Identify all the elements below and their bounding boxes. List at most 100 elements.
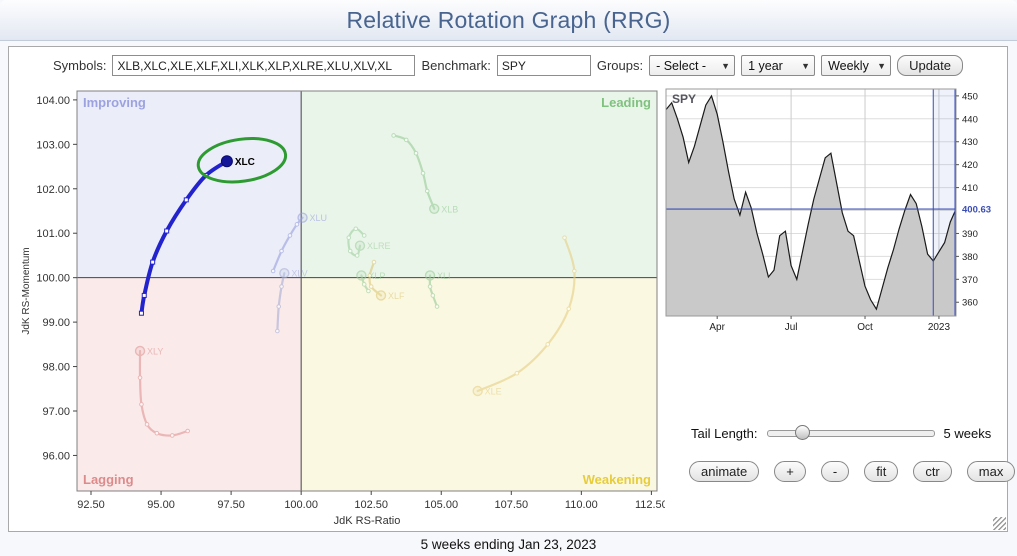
svg-text:97.50: 97.50 — [217, 499, 245, 511]
svg-text:XLRE: XLRE — [367, 241, 391, 251]
svg-text:96.00: 96.00 — [42, 450, 70, 462]
chart-action-buttons: animate + - fit ctr max — [689, 461, 1016, 482]
svg-text:97.00: 97.00 — [42, 406, 70, 418]
svg-text:100.00: 100.00 — [36, 273, 70, 285]
zoom-out-button[interactable]: - — [820, 461, 850, 482]
svg-text:410: 410 — [962, 183, 978, 194]
maximize-button[interactable]: max — [966, 461, 1016, 482]
rrg-tail-XLE[interactable]: XLE — [472, 235, 577, 397]
rrg-chart[interactable]: Improving Leading Lagging Weakening XLU XLV XL… — [15, 81, 665, 529]
svg-text:XLU: XLU — [310, 213, 328, 223]
animate-button[interactable]: animate — [689, 461, 760, 482]
svg-text:101.00: 101.00 — [36, 228, 70, 240]
tail-length-control: Tail Length: 5 weeks — [691, 425, 1003, 441]
svg-text:390: 390 — [962, 229, 978, 240]
period-select-value: 1 year — [748, 58, 783, 73]
symbols-label: Symbols: — [52, 58, 107, 73]
resize-handle[interactable] — [993, 517, 1006, 530]
svg-text:Weakening: Weakening — [583, 472, 651, 487]
svg-text:XLP: XLP — [368, 271, 385, 281]
zoom-in-button[interactable]: + — [774, 461, 806, 482]
last-price-label: 400.63 — [962, 205, 991, 216]
svg-text:Lagging: Lagging — [83, 472, 134, 487]
rrg-tail-XLP[interactable]: XLP — [356, 270, 386, 294]
svg-text:110.00: 110.00 — [565, 499, 598, 511]
rrg-tail-XLV[interactable]: XLV — [275, 268, 308, 334]
benchmark-input[interactable] — [496, 55, 591, 76]
spy-benchmark-chart: 450 440 430 420 410 390 380 370 360 400.63 Apr Jul O… — [665, 88, 991, 333]
svg-text:Oct: Oct — [857, 322, 873, 333]
svg-text:XLC: XLC — [235, 157, 255, 168]
svg-text:105.00: 105.00 — [424, 499, 458, 511]
rrg-tail-XLU[interactable]: XLU — [270, 212, 328, 274]
x-axis: 92.50 95.00 97.50 100.00 102.50 105.00 107.50 1… — [77, 491, 665, 511]
chevron-down-icon: ▼ — [801, 60, 811, 71]
tail-length-slider[interactable] — [766, 425, 935, 441]
svg-text:XLV: XLV — [291, 269, 307, 279]
svg-text:440: 440 — [962, 114, 978, 125]
x-axis-label: JdK RS-Ratio — [334, 515, 401, 527]
right-axis: 450 440 430 420 410 390 380 370 360 — [956, 91, 978, 309]
page-title: Relative Rotation Graph (RRG) — [346, 6, 671, 33]
spy-title: SPY — [672, 92, 696, 106]
bottom-axis: Apr Jul Oct 2023 — [709, 316, 951, 333]
period-select[interactable]: 1 year ▼ — [741, 55, 816, 76]
slider-thumb[interactable] — [794, 425, 810, 440]
rrg-tail-XLF[interactable]: XLF — [367, 259, 405, 301]
svg-text:450: 450 — [962, 91, 978, 102]
svg-text:98.00: 98.00 — [42, 362, 70, 374]
rrg-tail-XLI[interactable]: XLI — [424, 270, 451, 309]
highlight-ellipse — [196, 137, 288, 184]
svg-text:Jul: Jul — [785, 322, 798, 333]
y-axis: 96.00 97.00 98.00 99.00 100.00 101.00 102.00 10… — [36, 95, 77, 462]
svg-text:Apr: Apr — [709, 322, 725, 333]
svg-text:112.50: 112.50 — [635, 499, 665, 511]
svg-text:102.00: 102.00 — [36, 184, 70, 196]
quadrant-labels: Improving Leading Lagging Weakening — [83, 95, 651, 487]
svg-text:2023: 2023 — [928, 322, 951, 333]
svg-text:430: 430 — [962, 137, 978, 148]
groups-label: Groups: — [596, 58, 644, 73]
slider-track[interactable] — [766, 430, 935, 437]
fit-button[interactable]: fit — [864, 461, 899, 482]
svg-text:103.00: 103.00 — [36, 139, 70, 151]
svg-text:380: 380 — [962, 252, 978, 263]
svg-text:XLB: XLB — [441, 204, 458, 214]
center-button[interactable]: ctr — [913, 461, 952, 482]
chevron-down-icon: ▼ — [721, 60, 731, 71]
svg-text:XLF: XLF — [388, 291, 405, 301]
symbols-input[interactable] — [112, 55, 416, 76]
benchmark-label: Benchmark: — [421, 58, 491, 73]
svg-text:XLE: XLE — [485, 387, 502, 397]
groups-select[interactable]: - Select - ▼ — [649, 55, 736, 76]
main-panel: Symbols: Benchmark: Groups: - Select - ▼… — [8, 46, 1016, 532]
svg-text:104.00: 104.00 — [36, 95, 70, 107]
frequency-select[interactable]: Weekly ▼ — [821, 55, 892, 76]
svg-text:Leading: Leading — [601, 95, 651, 110]
toolbar: Symbols: Benchmark: Groups: - Select - ▼… — [9, 55, 1007, 76]
rrg-tail-XLY[interactable]: XLY — [134, 345, 190, 438]
svg-text:XLY: XLY — [147, 347, 163, 357]
groups-select-value: - Select - — [656, 58, 707, 73]
svg-text:99.00: 99.00 — [42, 317, 70, 329]
chevron-down-icon: ▼ — [877, 60, 887, 71]
rrg-tail-XLB[interactable]: XLB — [391, 133, 458, 215]
frequency-select-value: Weekly — [828, 58, 869, 73]
svg-text:Improving: Improving — [83, 95, 146, 110]
svg-text:95.00: 95.00 — [147, 499, 175, 511]
y-axis-label: JdK RS-Momentum — [21, 247, 32, 334]
svg-text:92.50: 92.50 — [77, 499, 105, 511]
svg-text:102.50: 102.50 — [354, 499, 388, 511]
svg-text:360: 360 — [962, 298, 978, 309]
price-line — [665, 94, 957, 311]
rrg-tail-XLRE[interactable]: XLRE — [346, 226, 391, 258]
update-button[interactable]: Update — [897, 55, 963, 76]
footer-caption: 5 weeks ending Jan 23, 2023 — [420, 537, 597, 552]
price-area — [666, 95, 956, 317]
svg-text:420: 420 — [962, 160, 978, 171]
tail-length-value: 5 weeks — [943, 425, 992, 441]
tail-length-label: Tail Length: — [691, 425, 758, 441]
svg-text:107.50: 107.50 — [494, 499, 528, 511]
page-header: Relative Rotation Graph (RRG) — [0, 0, 1017, 41]
